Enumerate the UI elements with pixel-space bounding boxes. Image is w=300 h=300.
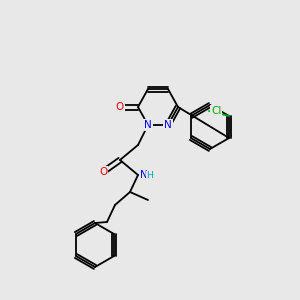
Text: H: H (146, 172, 153, 181)
Text: N: N (164, 120, 172, 130)
Text: O: O (99, 167, 107, 177)
Text: N: N (140, 170, 148, 180)
Text: Cl: Cl (211, 106, 221, 116)
Text: N: N (144, 120, 152, 130)
Text: O: O (116, 102, 124, 112)
